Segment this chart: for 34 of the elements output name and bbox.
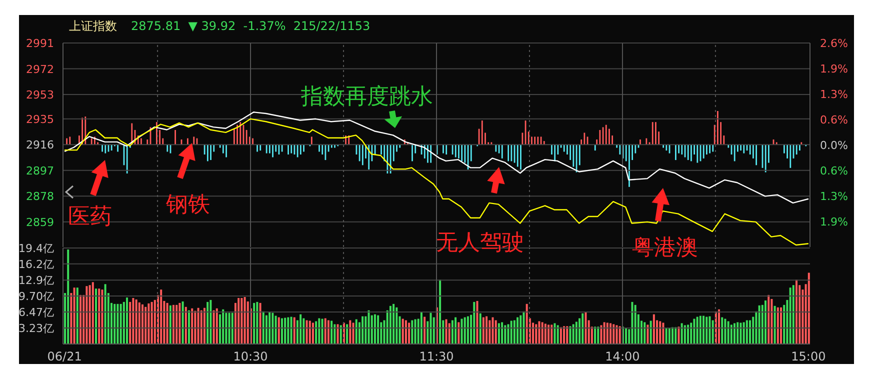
y-tick-label: 6.47亿 <box>18 306 54 319</box>
y2-tick-label: 0.6% <box>820 164 848 178</box>
y-tick-label: 16.2亿 <box>18 258 54 271</box>
y-tick-label: 19.4亿 <box>18 242 54 255</box>
chart-subtitle: 2875.81 ▼ 39.92 -1.37% 215/22/1153 <box>131 19 370 33</box>
y-tick-label: 2991 <box>26 37 54 50</box>
y2-tick-label: 0.0% <box>820 139 848 152</box>
x-tick-label: 06/21 <box>47 350 82 364</box>
y-tick-label: 2972 <box>26 62 54 76</box>
y2-tick-label: 1.3% <box>820 88 848 101</box>
y2-tick-label: 0.6% <box>820 113 848 126</box>
x-tick-label: 15:00 <box>791 350 826 364</box>
annotation: 钢铁 <box>165 192 210 218</box>
y2-tick-label: 1.9% <box>820 216 848 229</box>
y-tick-label: 2935 <box>26 112 54 126</box>
x-tick-label: 11:30 <box>419 350 454 364</box>
x-tick-label: 14:00 <box>605 350 640 364</box>
annotation: 医药 <box>68 204 112 230</box>
y-tick-label: 3.23亿 <box>18 322 54 336</box>
y2-tick-label: 1.3% <box>820 190 848 203</box>
annotation: 粤港澳 <box>632 236 698 260</box>
y-tick-label: 2859 <box>26 216 54 229</box>
y-tick-label: 9.70亿 <box>18 290 54 303</box>
annotation: 无人驾驶 <box>436 230 524 256</box>
x-tick-label: 10:30 <box>233 350 268 364</box>
y-tick-label: 12.9亿 <box>18 274 54 288</box>
chart-title: 上证指数 <box>69 19 117 33</box>
y-tick-label: 2897 <box>26 164 54 178</box>
y2-tick-label: 1.9% <box>820 62 848 76</box>
y-tick-label: 2916 <box>26 138 54 152</box>
annotation: 指数再度跳水 <box>300 84 433 110</box>
y2-tick-label: 2.6% <box>820 37 848 50</box>
y-tick-label: 2878 <box>26 190 54 204</box>
y-tick-label: 2953 <box>26 88 54 102</box>
